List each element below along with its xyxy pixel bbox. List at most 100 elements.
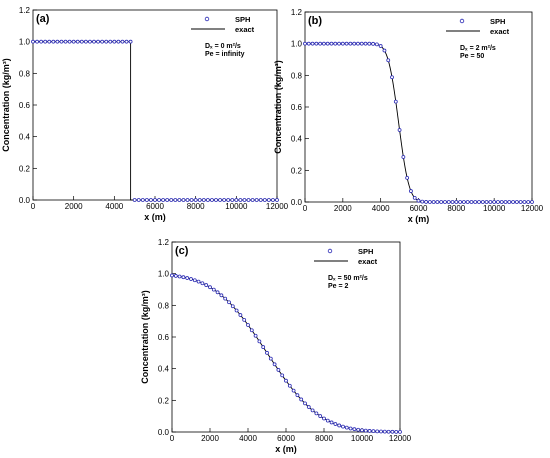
x-tick-label: 2000 bbox=[201, 434, 219, 443]
sph-point bbox=[265, 350, 269, 355]
sph-point bbox=[397, 128, 402, 132]
sph-point bbox=[488, 200, 493, 204]
sph-point bbox=[261, 345, 266, 349]
sph-point bbox=[382, 429, 387, 434]
sph-point bbox=[39, 39, 44, 44]
sph-point bbox=[116, 39, 121, 44]
sph-point bbox=[201, 198, 206, 202]
legend-marker-sph bbox=[327, 248, 333, 254]
sph-point bbox=[196, 279, 201, 284]
x-tick-label: 10000 bbox=[225, 202, 248, 211]
sph-point bbox=[378, 44, 383, 48]
sph-point bbox=[511, 200, 515, 204]
y-tick-label: 0.4 bbox=[19, 133, 31, 142]
x-tick-label: 12000 bbox=[266, 202, 289, 211]
sph-point bbox=[446, 200, 451, 204]
y-axis-label: Concentration (kg/m³) bbox=[1, 58, 11, 152]
y-tick-label: 0.6 bbox=[291, 103, 303, 112]
legend-label-exact: exact bbox=[235, 25, 255, 34]
chart-panel-c: 0 2000 4000 6000 8000 10000 12000 0.0 0.2 0.4 0.6 0… bbox=[140, 238, 412, 454]
sph-point bbox=[314, 41, 319, 46]
sph-point bbox=[522, 200, 527, 204]
sph-point bbox=[344, 41, 349, 46]
sph-point bbox=[173, 274, 178, 278]
x-tick-label: 4000 bbox=[105, 202, 123, 211]
sph-point bbox=[359, 41, 364, 46]
x-tick-label: 2000 bbox=[334, 204, 352, 213]
sph-point bbox=[356, 41, 360, 46]
sph-point bbox=[348, 41, 353, 46]
sph-point bbox=[424, 200, 428, 204]
sph-point bbox=[214, 198, 218, 202]
annotation-peclet: Pe = 50 bbox=[460, 53, 484, 60]
sph-point bbox=[344, 425, 349, 430]
panel-label: (a) bbox=[36, 13, 50, 25]
sph-point bbox=[242, 317, 247, 322]
sph-point bbox=[234, 308, 239, 313]
sph-point bbox=[238, 198, 243, 202]
x-tick-label: 10000 bbox=[351, 434, 374, 443]
y-tick-label: 1.0 bbox=[19, 38, 31, 47]
sph-point bbox=[55, 39, 60, 44]
sph-point bbox=[246, 198, 251, 202]
y-tick-label: 1.0 bbox=[291, 40, 303, 49]
sph-point bbox=[450, 200, 455, 204]
sph-point bbox=[287, 383, 292, 388]
sph-point bbox=[496, 200, 500, 204]
sph-point bbox=[291, 388, 296, 393]
y-tick-label: 0.2 bbox=[19, 164, 31, 173]
sph-point bbox=[363, 41, 368, 46]
y-tick-label: 0.2 bbox=[291, 166, 303, 175]
sph-point bbox=[390, 75, 394, 80]
sph-point bbox=[329, 41, 334, 46]
x-tick-label: 6000 bbox=[410, 204, 428, 213]
sph-point bbox=[394, 429, 399, 434]
sph-point bbox=[140, 198, 145, 202]
sph-point bbox=[356, 427, 361, 432]
plot-frame bbox=[304, 11, 533, 203]
y-tick-label: 1.2 bbox=[158, 238, 170, 247]
sph-point bbox=[435, 200, 440, 204]
x-axis-label: x (m) bbox=[275, 444, 297, 454]
sph-point bbox=[226, 198, 231, 202]
sph-point bbox=[47, 39, 52, 44]
sph-point bbox=[258, 198, 263, 202]
sph-point bbox=[170, 273, 174, 278]
sph-point bbox=[371, 41, 376, 46]
sph-point bbox=[108, 39, 113, 44]
y-tick-label: 0.0 bbox=[158, 428, 170, 437]
sph-point bbox=[266, 198, 271, 202]
sph-point bbox=[132, 198, 137, 202]
sph-point bbox=[348, 426, 353, 431]
y-tick-label: 0.2 bbox=[158, 396, 170, 405]
sph-point bbox=[416, 198, 421, 203]
x-tick-label: 8000 bbox=[315, 434, 333, 443]
sph-point bbox=[443, 200, 447, 204]
x-tick-label: 2000 bbox=[65, 202, 83, 211]
sph-point bbox=[318, 41, 323, 46]
sph-point bbox=[303, 401, 307, 406]
sph-point bbox=[477, 200, 481, 204]
y-axis-label: Concentration (kg/m³) bbox=[140, 290, 150, 384]
sph-point bbox=[211, 287, 216, 292]
sph-point bbox=[253, 333, 258, 338]
legend-marker-sph bbox=[204, 16, 210, 22]
sph-point bbox=[92, 39, 96, 44]
sph-point bbox=[254, 198, 259, 202]
sph-point bbox=[329, 420, 334, 425]
sph-point bbox=[230, 198, 235, 202]
sph-point bbox=[59, 39, 64, 44]
y-tick-label: 0.0 bbox=[19, 196, 31, 205]
sph-point bbox=[360, 428, 364, 433]
y-tick-label: 0.4 bbox=[158, 365, 170, 374]
plot-frame bbox=[32, 9, 278, 201]
sph-point bbox=[393, 99, 398, 104]
sph-point bbox=[514, 200, 519, 204]
legend-label-exact: exact bbox=[490, 27, 510, 36]
sph-point bbox=[197, 198, 202, 202]
sph-point bbox=[43, 39, 48, 44]
sph-point bbox=[401, 155, 406, 159]
sph-point bbox=[149, 198, 153, 202]
sph-point bbox=[157, 198, 161, 202]
